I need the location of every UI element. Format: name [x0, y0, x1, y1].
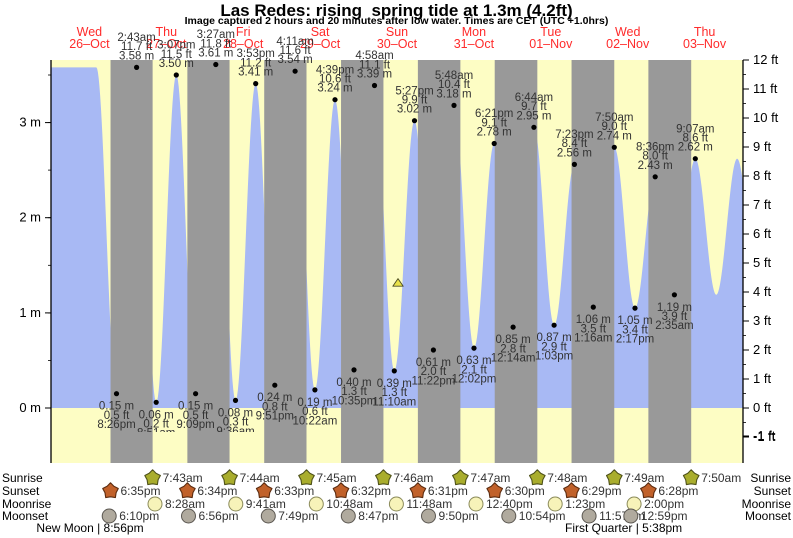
svg-text:10:54pm: 10:54pm [519, 509, 566, 523]
svg-text:9 ft: 9 ft [753, 139, 771, 154]
svg-text:7:50am: 7:50am [595, 112, 633, 124]
svg-text:9:09pm: 9:09pm [176, 419, 214, 431]
svg-text:2:43am: 2:43am [117, 32, 155, 44]
svg-text:6 ft: 6 ft [753, 226, 771, 241]
svg-text:6:35pm: 6:35pm [121, 484, 161, 498]
svg-text:7:44am: 7:44am [240, 471, 280, 485]
svg-text:Sunrise: Sunrise [2, 471, 43, 485]
svg-text:2:17pm: 2:17pm [616, 334, 654, 346]
svg-text:26–Oct: 26–Oct [69, 37, 110, 51]
svg-text:6:44am: 6:44am [515, 92, 553, 104]
svg-text:7:50am: 7:50am [701, 471, 741, 485]
svg-text:10:35pm: 10:35pm [332, 395, 377, 407]
svg-text:7:49am: 7:49am [624, 471, 664, 485]
svg-text:6:30pm: 6:30pm [505, 484, 545, 498]
svg-text:4:39pm: 4:39pm [316, 64, 354, 76]
svg-text:1:03pm: 1:03pm [535, 351, 573, 363]
svg-text:3 m: 3 m [19, 115, 41, 130]
svg-text:0 ft: 0 ft [753, 400, 771, 415]
svg-text:7:48am: 7:48am [547, 471, 587, 485]
svg-text:3 ft: 3 ft [753, 313, 771, 328]
svg-text:5:48am: 5:48am [435, 70, 473, 82]
svg-text:6:28pm: 6:28pm [658, 484, 698, 498]
svg-text:03–Nov: 03–Nov [683, 37, 727, 51]
svg-text:12 ft: 12 ft [753, 52, 779, 67]
svg-text:2 ft: 2 ft [753, 342, 771, 357]
svg-text:Sunset: Sunset [2, 484, 40, 498]
svg-text:8:47pm: 8:47pm [358, 509, 398, 523]
svg-text:31–Oct: 31–Oct [454, 37, 495, 51]
svg-text:0 m: 0 m [19, 400, 41, 415]
svg-text:11:22pm: 11:22pm [411, 375, 455, 387]
svg-text:02–Nov: 02–Nov [606, 37, 650, 51]
svg-text:6:34pm: 6:34pm [197, 484, 237, 498]
svg-text:Moonset: Moonset [745, 509, 792, 523]
svg-text:8:26pm: 8:26pm [97, 419, 135, 431]
svg-text:3:07pm: 3:07pm [157, 40, 195, 52]
svg-text:10 ft: 10 ft [753, 110, 779, 125]
svg-text:8 ft: 8 ft [753, 168, 771, 183]
svg-text:9:07am: 9:07am [676, 123, 714, 135]
svg-text:-1 ft: -1 ft [753, 428, 776, 443]
svg-text:6:21pm: 6:21pm [475, 108, 513, 120]
svg-text:11 ft: 11 ft [753, 81, 778, 96]
svg-text:01–Nov: 01–Nov [529, 37, 573, 51]
svg-text:1 ft: 1 ft [753, 371, 771, 386]
svg-text:6:33pm: 6:33pm [274, 484, 314, 498]
svg-text:7:43am: 7:43am [163, 471, 203, 485]
svg-text:6:56pm: 6:56pm [199, 509, 239, 523]
svg-text:2 m: 2 m [19, 210, 41, 225]
svg-text:6:32pm: 6:32pm [351, 484, 391, 498]
svg-text:12:14am: 12:14am [491, 353, 536, 365]
svg-text:10:22am: 10:22am [293, 415, 338, 427]
svg-text:New Moon | 8:56pm: New Moon | 8:56pm [36, 521, 143, 535]
svg-text:1 m: 1 m [19, 305, 41, 320]
svg-text:4:11am: 4:11am [276, 36, 314, 48]
svg-text:12:02pm: 12:02pm [452, 374, 497, 386]
svg-text:4 ft: 4 ft [753, 284, 771, 299]
svg-text:11:10am: 11:10am [372, 396, 416, 408]
svg-text:9:51pm: 9:51pm [256, 411, 294, 423]
svg-text:7:46am: 7:46am [393, 471, 433, 485]
svg-text:Sunrise: Sunrise [750, 471, 791, 485]
svg-text:1:16am: 1:16am [574, 333, 612, 345]
svg-text:7:47am: 7:47am [470, 471, 510, 485]
svg-text:First Quarter | 5:38pm: First Quarter | 5:38pm [565, 521, 682, 535]
svg-text:5 ft: 5 ft [753, 255, 771, 270]
svg-text:7:49pm: 7:49pm [278, 509, 318, 523]
svg-text:30–Oct: 30–Oct [377, 37, 418, 51]
svg-text:6:29pm: 6:29pm [582, 484, 622, 498]
svg-text:5:27pm: 5:27pm [395, 85, 433, 97]
svg-text:7:23pm: 7:23pm [555, 129, 593, 141]
svg-text:Sunset: Sunset [754, 484, 792, 498]
svg-text:7 ft: 7 ft [753, 197, 771, 212]
svg-text:7:45am: 7:45am [317, 471, 357, 485]
svg-text:9:50pm: 9:50pm [439, 509, 479, 523]
svg-text:4:58am: 4:58am [355, 50, 393, 62]
svg-text:2:35am: 2:35am [655, 320, 693, 332]
svg-text:3:53pm: 3:53pm [237, 48, 275, 60]
svg-text:8:36pm: 8:36pm [636, 141, 674, 153]
svg-text:6:31pm: 6:31pm [428, 484, 468, 498]
svg-text:3:27am: 3:27am [197, 29, 235, 41]
